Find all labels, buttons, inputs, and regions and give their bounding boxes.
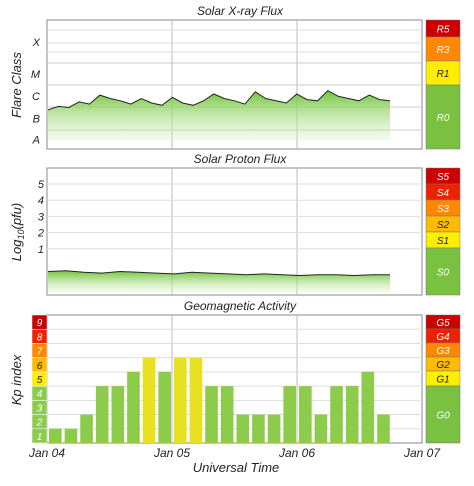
kp-tick-label: 2 [36,418,43,429]
scale-label: S2 [437,220,450,231]
xray-flux-line [47,89,391,111]
flare-class-tick: M [31,69,41,81]
kp-bar [220,386,234,443]
scale-label: R5 [437,25,450,36]
proton-fill-area [48,270,390,292]
geomag-panel-title: Geomagnetic Activity [184,299,297,313]
scale-label: R0 [437,113,450,124]
kp-bar [64,428,78,443]
geomag-storm-scale: G5 G4 G3 G2 G1 G0 [425,314,461,444]
xray-flux-fill [48,90,390,140]
proton-grid [47,168,422,295]
kp-bar [80,414,93,443]
flare-class-tick: C [32,91,40,103]
kp-tick-label: 1 [37,432,43,443]
kp-bar [142,357,156,443]
kp-bar [330,386,343,443]
kp-bar [49,428,62,443]
scale-level-r0 [425,84,461,150]
x-tick-label: Jan 04 [28,446,65,460]
scale-label: S0 [437,268,450,279]
scale-label: G1 [436,375,449,386]
kp-tick-label: 3 [37,403,43,414]
kp-tick-label: 9 [37,318,43,329]
kp-bar [314,414,328,443]
proton-y-ticks: 1 2 3 4 5 [37,179,45,256]
proton-y-tick: 5 [38,179,45,191]
scale-label: G0 [436,411,450,422]
kp-bar [377,414,390,443]
kp-tick-label: 5 [37,375,43,386]
proton-flux-line [47,270,390,277]
xray-y-label: Flare Class [9,52,24,118]
x-axis-label: Universal Time [193,460,280,475]
kp-bar [252,414,265,443]
kp-bar [267,414,281,443]
scale-label: G4 [436,332,450,343]
proton-y-tick: 1 [38,244,44,256]
proton-y-label: Log10(pfu) [9,203,26,261]
proton-y-tick: 4 [38,195,44,207]
xray-radio-blackout-scale: R5 R3 R1 R0 [425,19,461,150]
geomag-plot-frame [46,314,423,444]
kp-color-bar: 1 2 3 4 5 6 7 8 9 [31,314,48,444]
scale-label: R1 [437,69,450,80]
scale-level-g0 [425,385,461,444]
kp-bar [299,386,312,443]
kp-bar [127,371,140,443]
proton-radiation-storm-scale: S5 S4 S3 S2 S1 S0 [425,167,461,296]
proton-flux-fill [48,270,390,292]
kp-bar [236,414,250,443]
proton-y-tick: 3 [38,211,45,223]
kp-level-cell [31,314,48,330]
scale-level-r1 [425,60,461,86]
scale-label: R3 [437,45,450,56]
kp-bar [95,386,109,443]
proton-y-tick: 2 [37,228,44,240]
kp-bar [283,386,296,443]
kp-tick-label: 6 [37,361,43,372]
flare-class-tick: X [32,37,41,49]
kp-bar [361,371,375,443]
xray-fill-area [48,90,390,140]
flare-class-tick: B [33,114,40,126]
kp-bar [345,386,359,443]
kp-bar [205,386,218,443]
scale-label: S1 [437,236,449,247]
scale-label: G5 [436,318,450,329]
geomag-grid [47,315,422,443]
flare-class-tick: A [32,135,40,147]
proton-panel-title: Solar Proton Flux [194,152,288,166]
kp-bars [49,357,390,443]
x-axis-ticks: Jan 04 Jan 05 Jan 06 Jan 07 [28,446,441,460]
kp-tick-label: 8 [37,332,43,343]
kp-bar [174,357,187,443]
kp-bar [158,371,171,443]
scale-label: G3 [436,346,450,357]
x-tick-label: Jan 06 [278,446,315,460]
scale-label: S3 [437,204,450,215]
xray-panel-title: Solar X-ray Flux [197,4,284,18]
scale-label: G2 [436,360,450,371]
kp-bar [111,386,125,443]
scale-level-s0 [425,247,461,296]
scale-label: S4 [437,188,450,199]
kp-tick-label: 4 [37,389,43,400]
geomag-y-label: Kp index [9,354,24,405]
x-tick-label: Jan 05 [153,446,190,460]
kp-bar [189,357,203,443]
x-tick-label: Jan 07 [403,446,441,460]
kp-tick-label: 7 [37,347,43,358]
scale-label: S5 [437,172,450,183]
